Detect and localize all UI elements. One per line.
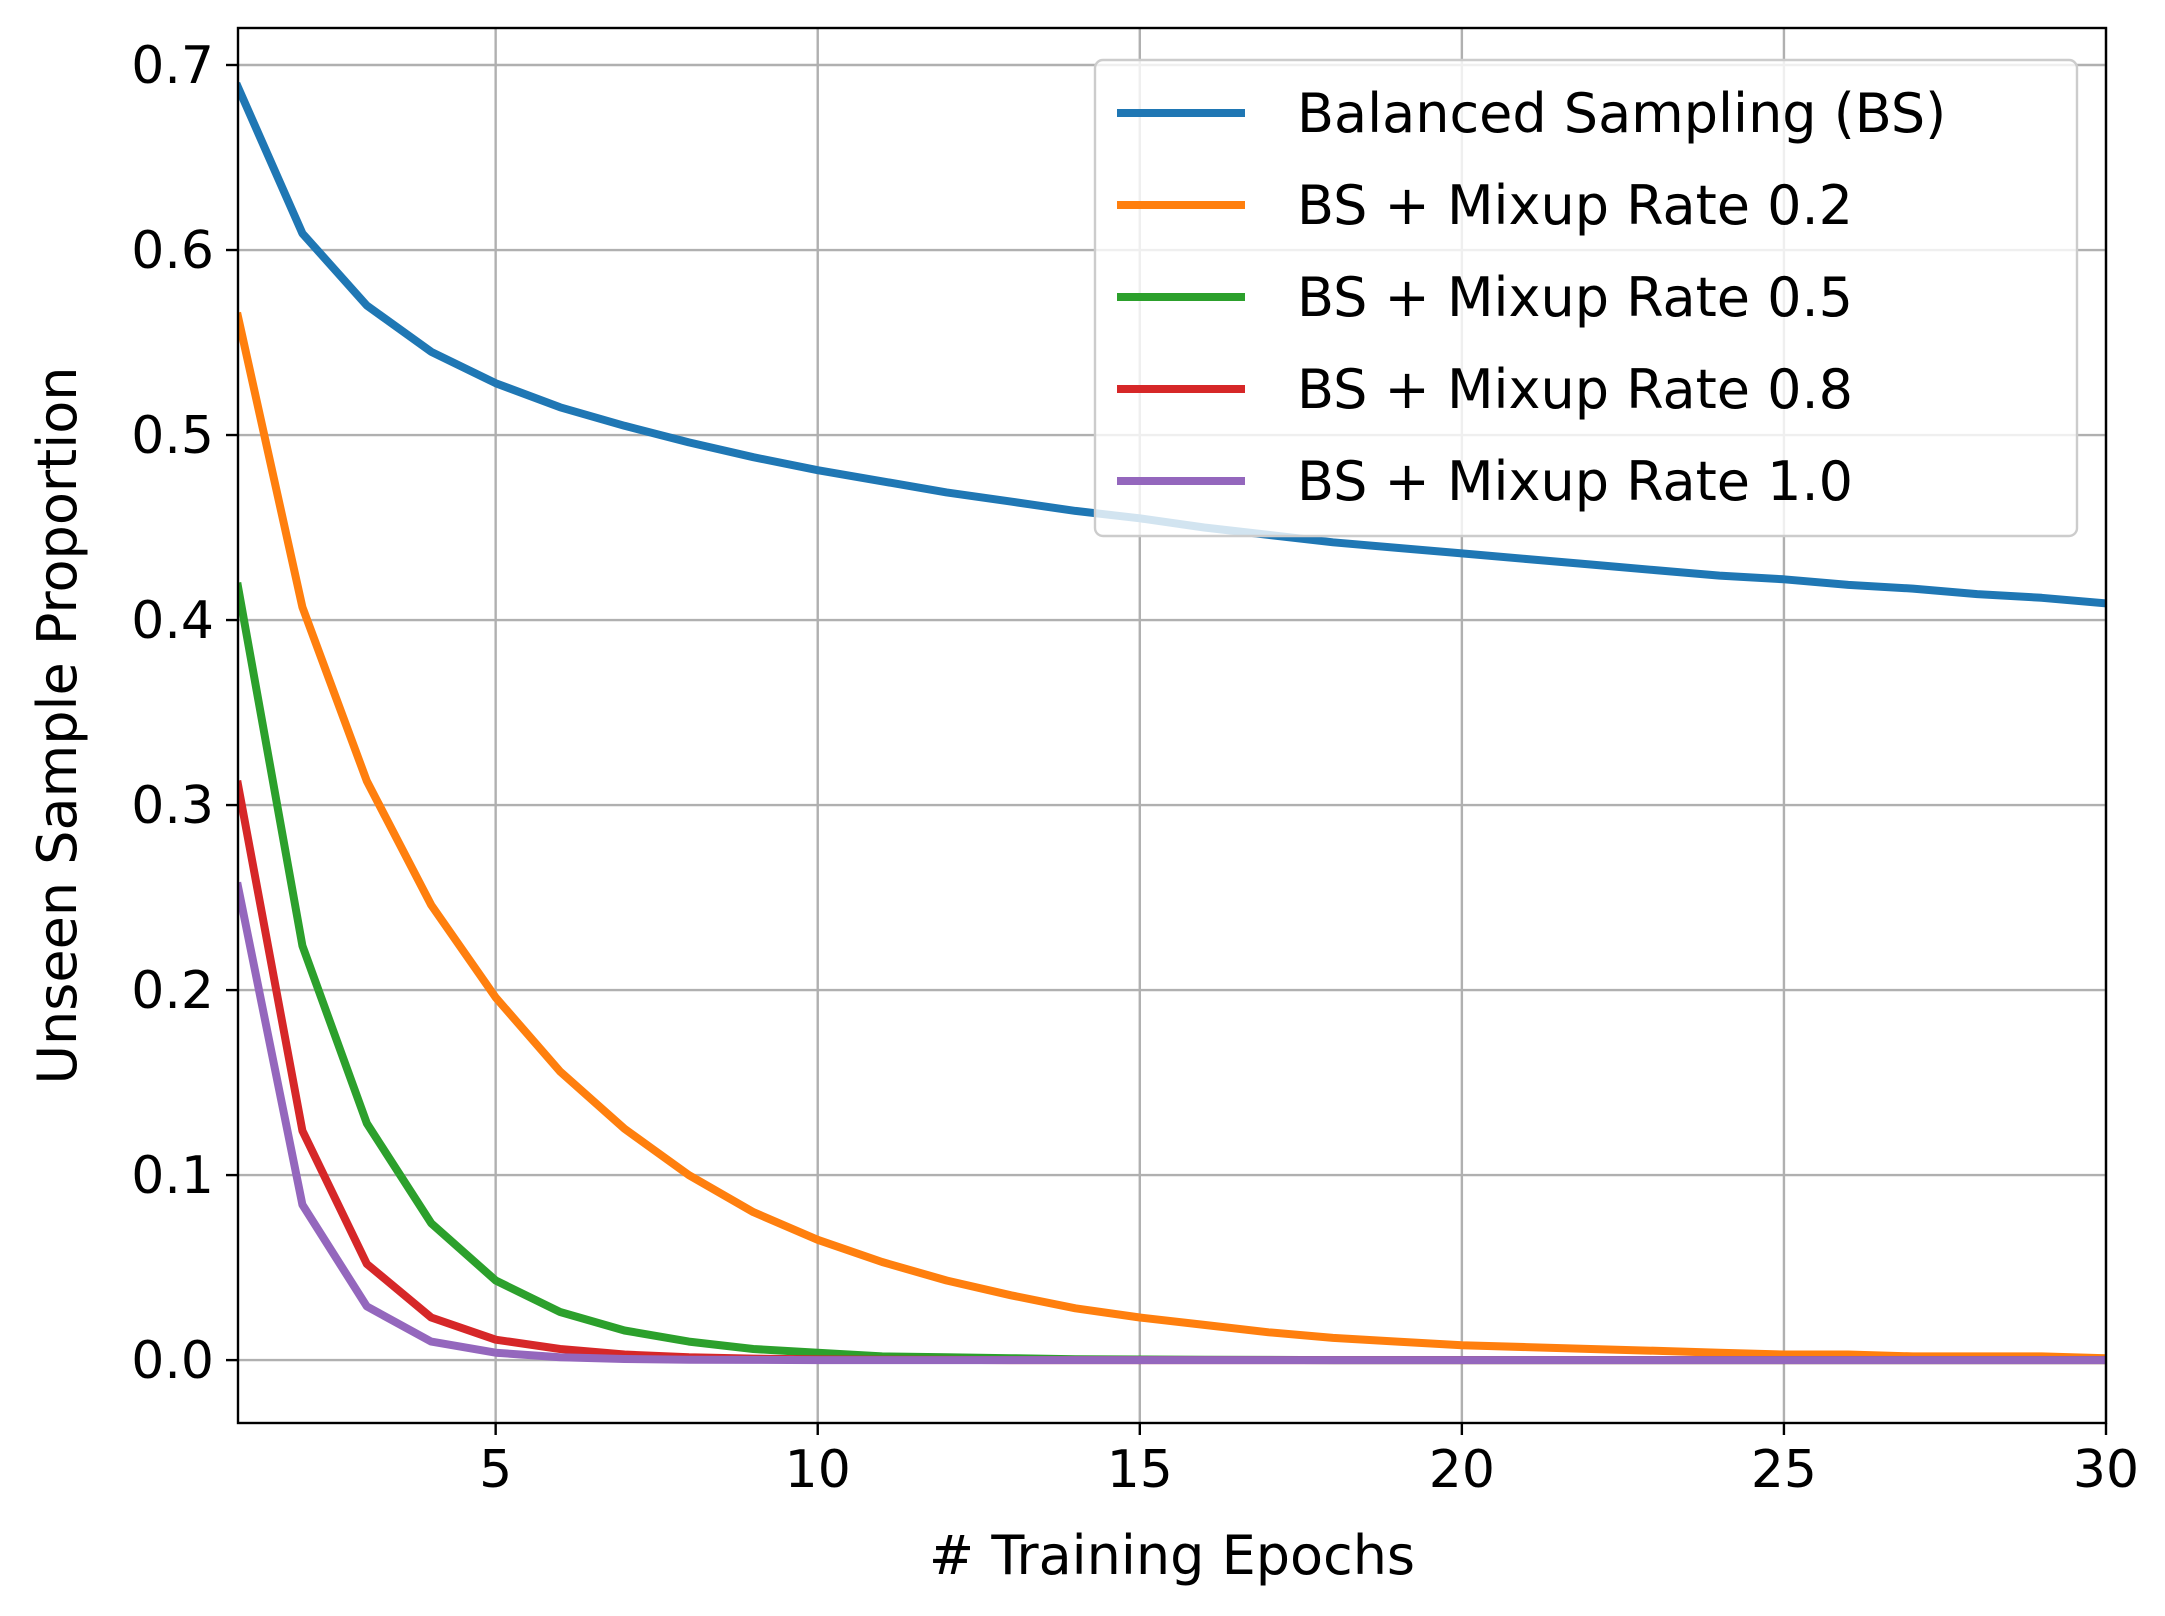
- y-tick-label: 0.1: [131, 1146, 214, 1206]
- plot-frame: [236, 26, 2108, 1425]
- x-tick-label: 30: [2073, 1440, 2139, 1500]
- legend-label: Balanced Sampling (BS): [1297, 82, 1946, 145]
- x-axis-label: # Training Epochs: [929, 1524, 1415, 1587]
- legend-box: [1093, 58, 2079, 538]
- axis-ticks: 5 10 15 20 25 30 0.0 0.1 0.2 0.3 0.4 0.5 0.6 0.7: [131, 36, 2139, 1500]
- x-tick-label: 25: [1751, 1440, 1817, 1500]
- x-tick-label: 5: [479, 1440, 512, 1500]
- legend-items: Balanced Sampling (BS) BS + Mixup Rate 0.…: [1117, 82, 1946, 513]
- series-line-2: [238, 311, 2106, 1363]
- y-tick-label: 0.0: [131, 1331, 214, 1391]
- legend-label: BS + Mixup Rate 0.8: [1297, 358, 1853, 421]
- y-tick-label: 0.4: [131, 591, 214, 651]
- y-axis-label: Unseen Sample Proportion: [26, 367, 89, 1085]
- y-tick-label: 0.6: [131, 221, 214, 281]
- y-tick-label: 0.2: [131, 961, 214, 1021]
- legend-label: BS + Mixup Rate 0.2: [1297, 174, 1853, 237]
- series-line-5: [238, 881, 2106, 1365]
- y-tick-label: 0.3: [131, 776, 214, 836]
- x-tick-label: 15: [1107, 1440, 1173, 1500]
- y-tick-label: 0.7: [131, 36, 214, 96]
- x-tick-label: 10: [785, 1440, 851, 1500]
- y-tick-label: 0.5: [131, 406, 214, 466]
- legend-label: BS + Mixup Rate 0.5: [1297, 266, 1853, 329]
- x-tick-label: 20: [1429, 1440, 1495, 1500]
- legend: Balanced Sampling (BS) BS + Mixup Rate 0.…: [1093, 58, 2079, 538]
- legend-label: BS + Mixup Rate 1.0: [1297, 450, 1853, 513]
